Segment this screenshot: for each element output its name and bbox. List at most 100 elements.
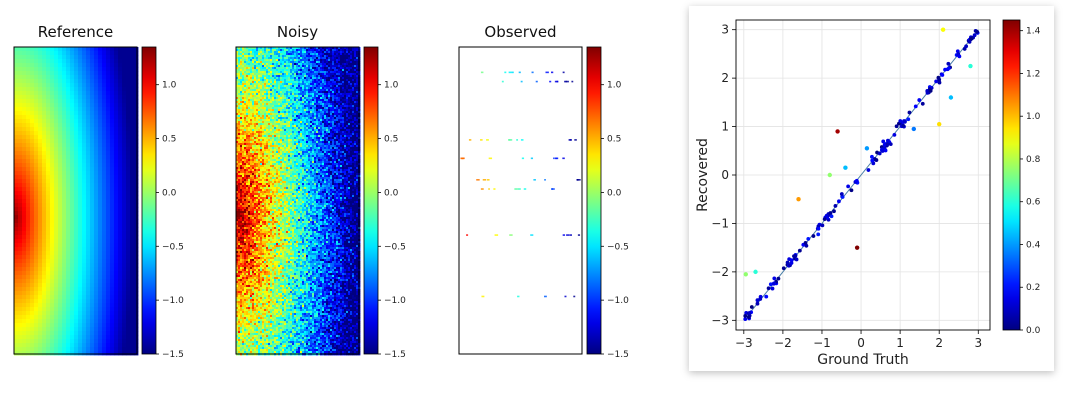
scatter-point-outlier	[843, 165, 848, 170]
scatter-point	[957, 54, 962, 59]
scatter-point-outlier	[968, 63, 973, 69]
scatter-point	[820, 223, 825, 228]
x-axis-label: Ground Truth	[817, 352, 908, 368]
scatter-point	[849, 188, 854, 193]
y-tick-label: 3	[721, 23, 729, 37]
colorbar-tick-label: 1.0	[1026, 112, 1041, 122]
heatmap-observed: Observed 1.0 0.5 0.0 −0.5 −1.0 −1.5	[458, 23, 629, 360]
scatter-point	[746, 315, 751, 320]
scatter-point	[840, 195, 845, 199]
scatter-point	[906, 117, 911, 122]
colorbar-tick-label: 1.0	[384, 81, 399, 91]
x-tick-label: 0	[857, 336, 865, 350]
scatter-point	[781, 266, 786, 271]
heatmap-image	[14, 47, 139, 356]
scatter-point	[870, 158, 875, 163]
scatter-point-outlier	[864, 146, 870, 151]
scatter-point	[846, 184, 851, 189]
scatter-point	[888, 142, 893, 147]
colorbar-tick-label: 0.5	[162, 135, 176, 145]
colorbar-tick-label: −1.0	[607, 296, 629, 306]
x-tick-label: 2	[935, 336, 943, 350]
colorbar-tick-label: 1.0	[162, 81, 177, 91]
scatter-point	[797, 248, 802, 253]
colorbar-tick-label: 1.4	[1026, 27, 1041, 37]
heatmap-reference: Reference 1.0 0.5 0.0 −0.5 −1.0 −1.5	[13, 23, 184, 360]
colorbar-tick-label: 0.0	[384, 188, 399, 198]
x-tick-label: −1	[813, 336, 831, 350]
scatter-point	[755, 301, 760, 306]
scatter-point	[894, 124, 899, 129]
scatter-point	[866, 168, 871, 172]
scatter-point	[804, 243, 809, 248]
colorbar-tick-label: 1.2	[1026, 69, 1040, 79]
scatter-point	[917, 98, 922, 102]
scatter-point	[975, 30, 980, 34]
colorbar: 1.0 0.5 0.0 −0.5 −1.0 −1.5	[363, 46, 406, 360]
colorbar-tick-label: −1.0	[162, 296, 184, 306]
x-tick-label: 1	[896, 336, 904, 350]
y-tick-label: −3	[711, 313, 729, 327]
colorbar-tick-label: 0.2	[1026, 283, 1040, 293]
scatter-point-outlier	[940, 27, 946, 32]
scatter-point	[828, 211, 833, 215]
scatter-point	[913, 104, 918, 109]
scatter-point	[785, 260, 790, 265]
scatter-point	[794, 257, 799, 262]
scatter-point	[934, 79, 939, 84]
scatter-point	[772, 276, 777, 281]
scatter-point	[770, 286, 775, 291]
colorbar-tick-label: 0.4	[1026, 240, 1041, 250]
scatter-point-outlier	[827, 172, 832, 178]
colorbar-gradient	[1002, 19, 1021, 331]
heatmap-panels: Reference 1.0 0.5 0.0 −0.5 −1.0 −1.5 Noisy 1.0 0.…	[13, 23, 629, 360]
scatter-point	[882, 142, 887, 147]
scatter-point	[928, 88, 933, 93]
scatter-colorbar: 1.4 1.2 1.0 0.8 0.6 0.4 0.2 0.0	[1002, 19, 1041, 336]
colorbar-gradient	[141, 46, 157, 355]
scatter-point	[964, 44, 969, 49]
y-axis-label: Recovered	[695, 138, 711, 212]
scatter-point	[955, 49, 960, 54]
colorbar-tick-label: −0.5	[162, 242, 184, 252]
colorbar-tick-label: 0.8	[1026, 155, 1041, 165]
colorbar-tick-label: −1.5	[384, 350, 406, 360]
panel-title: Reference	[38, 23, 114, 41]
scatter-point	[903, 119, 907, 124]
scatter-point-outlier	[835, 129, 840, 134]
panel-title: Observed	[484, 23, 556, 41]
scatter-point	[967, 39, 972, 44]
heatmap-frame	[13, 46, 138, 355]
heatmap-image	[459, 47, 582, 354]
colorbar-tick-label: 0.0	[607, 188, 622, 198]
scatter-point-outlier	[854, 245, 860, 250]
heatmap-image	[236, 47, 361, 356]
scatter-point-outlier	[753, 269, 758, 275]
scatter-point	[920, 101, 925, 106]
scatter-point	[832, 209, 836, 214]
scatter-point	[943, 67, 947, 72]
y-tick-label: 1	[721, 120, 729, 134]
scatter-point	[768, 282, 773, 287]
scatter-point	[776, 276, 781, 281]
x-tick-label: 3	[974, 336, 982, 350]
colorbar-tick-label: 0.5	[384, 135, 398, 145]
scatter-point	[789, 258, 794, 263]
scatter-point	[793, 254, 798, 258]
y-tick-label: −1	[711, 216, 729, 230]
x-axis-ticks: −3 −2 −1 0 1 2 3	[735, 330, 982, 350]
scatter-point	[839, 192, 844, 196]
scatter-point	[972, 33, 977, 38]
scatter-point	[816, 226, 821, 231]
colorbar: 1.0 0.5 0.0 −0.5 −1.0 −1.5	[586, 46, 629, 360]
scatter-point	[937, 80, 942, 85]
scatter-point	[892, 132, 897, 137]
scatter-point	[870, 154, 874, 159]
scatter-points	[743, 27, 980, 322]
panel-title: Noisy	[277, 23, 318, 41]
scatter-point-outlier	[911, 126, 916, 132]
colorbar-tick-label: 0.0	[162, 188, 177, 198]
colorbar-gradient	[586, 46, 602, 355]
scatter-point-outlier	[743, 272, 748, 277]
scatter-point	[833, 204, 838, 208]
